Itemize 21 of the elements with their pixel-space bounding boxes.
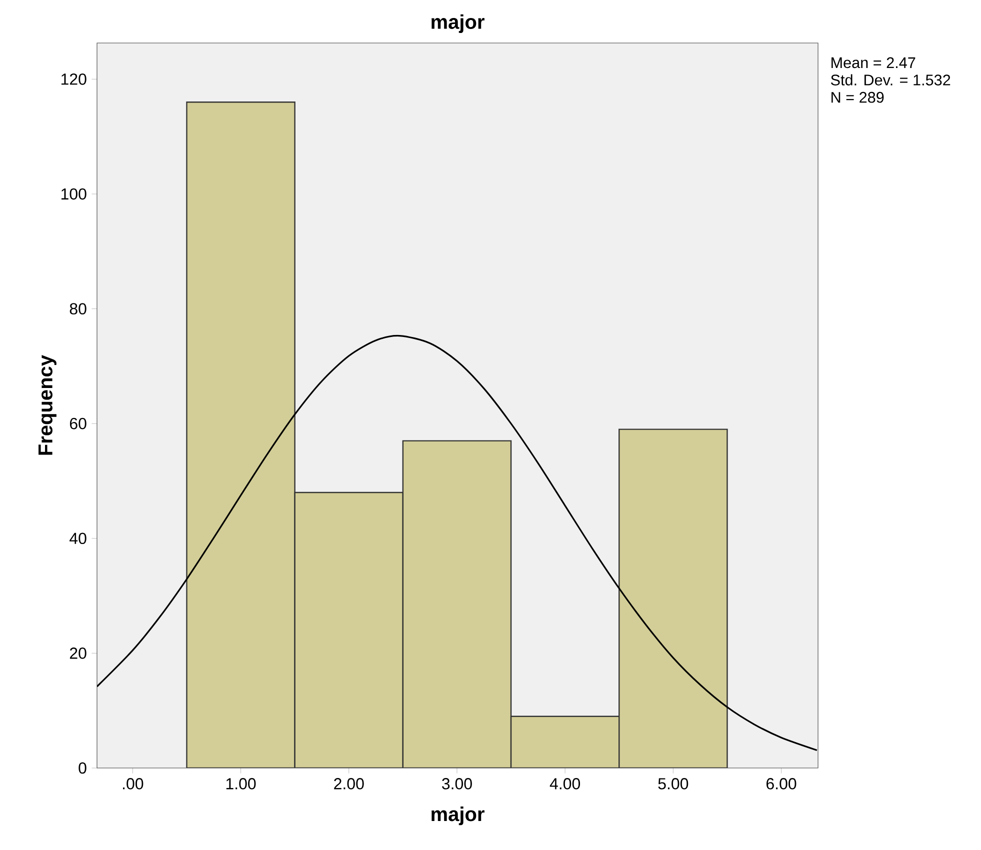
text: Std. Dev. = 1.532	[830, 74, 950, 86]
y-tick-label: 60	[70, 418, 86, 430]
x-tick-label: .00	[123, 778, 144, 790]
text: N = 289	[832, 92, 884, 103]
x-axis-title: major	[432, 806, 484, 826]
y-axis-title: Frequency	[38, 355, 56, 455]
x-tick-label: 5.00	[658, 778, 688, 790]
y-tick-label: 100	[61, 188, 86, 200]
line-series	[97, 334, 818, 752]
x-tick-label: 4.00	[550, 778, 580, 790]
y-tick-label: 120	[61, 74, 86, 85]
x-tick-label: 1.00	[226, 778, 256, 790]
y-tick-label: 80	[70, 303, 86, 314]
text: Mean = 2.47	[832, 57, 916, 68]
chart-title: major	[432, 14, 484, 33]
x-tick-label: 2.00	[334, 778, 364, 790]
y-tick-label: 0	[78, 762, 86, 774]
y-tick-label: 20	[70, 648, 86, 659]
y-tick-label: 40	[70, 532, 86, 544]
x-tick-label: 6.00	[766, 778, 796, 790]
x-tick-label: 3.00	[442, 778, 472, 790]
